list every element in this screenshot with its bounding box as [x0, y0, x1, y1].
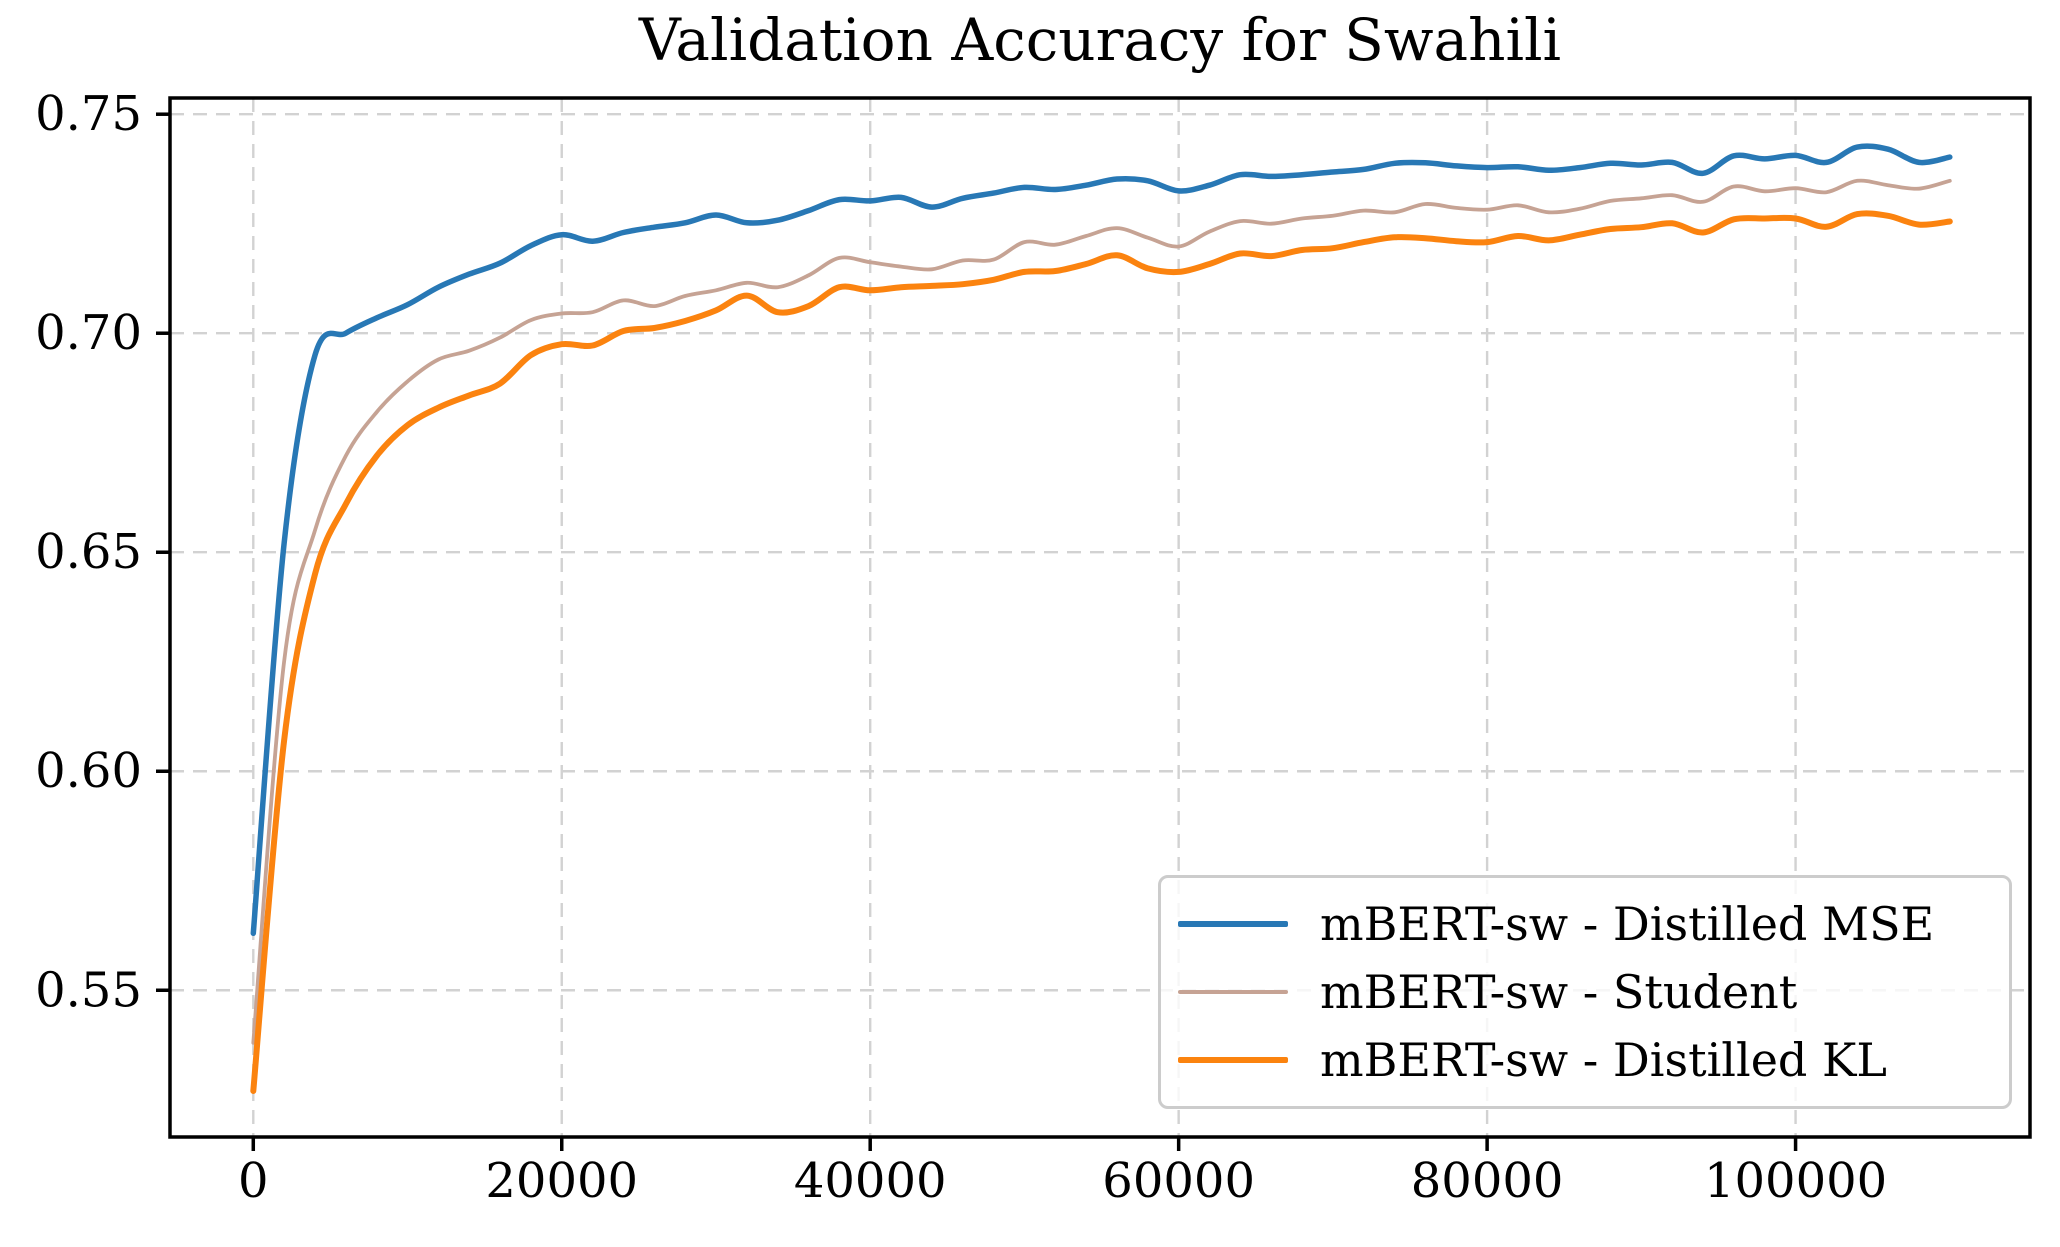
y-tick-label: 0.60 — [35, 743, 142, 799]
legend-item-student: mBERT-sw - Student — [1178, 958, 2009, 1026]
legend-item-distilled-mse: mBERT-sw - Distilled MSE — [1178, 890, 2009, 958]
x-tick-label: 40000 — [794, 1153, 947, 1209]
legend-label: mBERT-sw - Distilled MSE — [1320, 897, 1935, 951]
legend-label: mBERT-sw - Distilled KL — [1320, 1033, 1887, 1087]
y-tick-label: 0.55 — [35, 962, 142, 1018]
axes-spines — [168, 96, 2032, 1139]
legend: mBERT-sw - Distilled MSE mBERT-sw - Stud… — [1158, 875, 2012, 1109]
y-tick-label: 0.70 — [35, 305, 142, 361]
legend-line-swatch-tan — [1178, 990, 1288, 994]
x-tick-label: 20000 — [485, 1153, 638, 1209]
series-line-mbert-sw-student — [251, 178, 1952, 1045]
x-tick-label: 60000 — [1102, 1153, 1255, 1209]
legend-line-swatch-blue — [1178, 921, 1288, 927]
x-tick-label: 80000 — [1411, 1153, 1564, 1209]
y-tick-label: 0.65 — [35, 524, 142, 580]
legend-label: mBERT-sw - Student — [1320, 965, 1798, 1019]
series-line-mbert-sw-distilled-mse — [250, 143, 1953, 937]
legend-line-swatch-orange — [1178, 1057, 1288, 1063]
y-tick-label: 0.75 — [35, 86, 142, 142]
series-line-mbert-sw-distilled-kl — [250, 210, 1953, 1094]
x-tick-label: 0 — [238, 1153, 269, 1209]
x-tick-label: 100000 — [1704, 1153, 1887, 1209]
legend-item-distilled-kl: mBERT-sw - Distilled KL — [1178, 1026, 2009, 1094]
chart-title: Validation Accuracy for Swahili — [638, 6, 1562, 74]
